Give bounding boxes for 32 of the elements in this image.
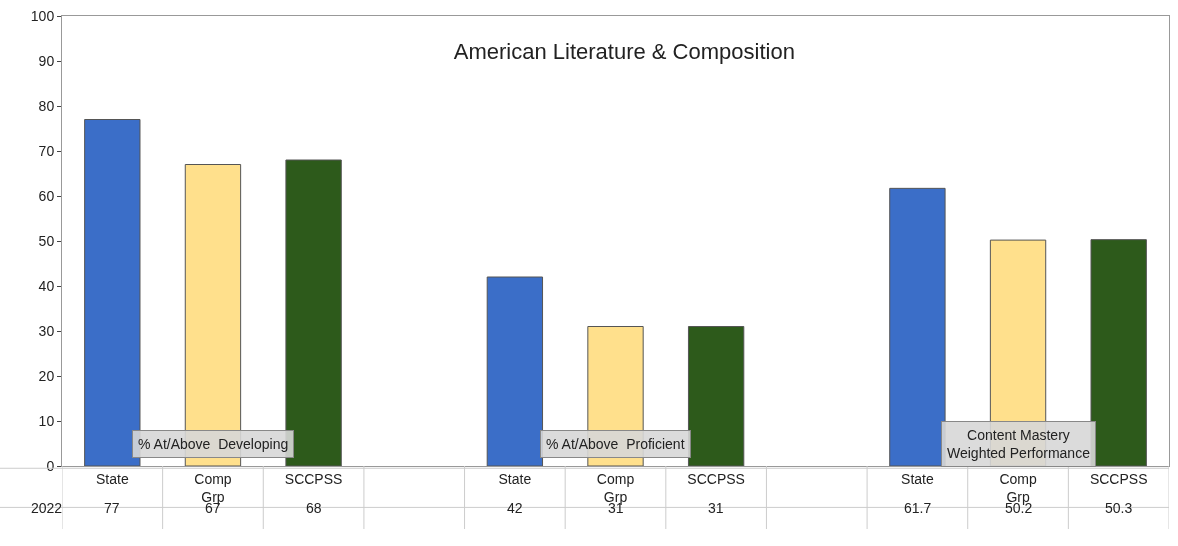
x-tick-label: State [95, 470, 129, 487]
annotation: Content Mastery Weighted Performance [947, 427, 1091, 462]
bar [1090, 239, 1147, 466]
y-tick-label: 20 [38, 367, 55, 384]
data-label: 77 [104, 500, 120, 516]
data-label: 50.3 [1105, 500, 1133, 516]
x-tick-label: SCCPSS [687, 470, 745, 487]
y-tick-label: 70 [38, 142, 55, 159]
bar [687, 326, 745, 466]
text: American Literature & Composition [453, 39, 795, 65]
x-tick-label: State [498, 470, 532, 487]
data-label: 68 [306, 500, 322, 516]
y-tick-label: 40 [38, 277, 55, 294]
y-tick-label: 0 [46, 457, 55, 474]
annotation: % At/Above Proficient [546, 436, 685, 452]
x-tick-label: State [901, 470, 934, 487]
x-tick-label: SCCPSS [284, 470, 343, 487]
annotation: % At/Above Developing [138, 436, 289, 452]
y-tick-label: 50 [38, 232, 55, 249]
y-tick-label: 80 [38, 97, 55, 114]
data-label: 61.7 [904, 500, 932, 516]
text: 2022 [31, 500, 63, 516]
y-tick-label: 60 [38, 187, 55, 204]
y-tick-label: 30 [38, 322, 55, 339]
y-tick-label: 100 [30, 7, 55, 24]
bar [486, 276, 544, 466]
y-tick-label: 90 [38, 52, 55, 69]
bar [889, 187, 946, 466]
data-label: 31 [708, 500, 724, 516]
y-tick-label: 10 [38, 412, 55, 429]
x-tick-label: SCCPSS [1089, 470, 1148, 487]
data-label: 42 [507, 500, 523, 516]
